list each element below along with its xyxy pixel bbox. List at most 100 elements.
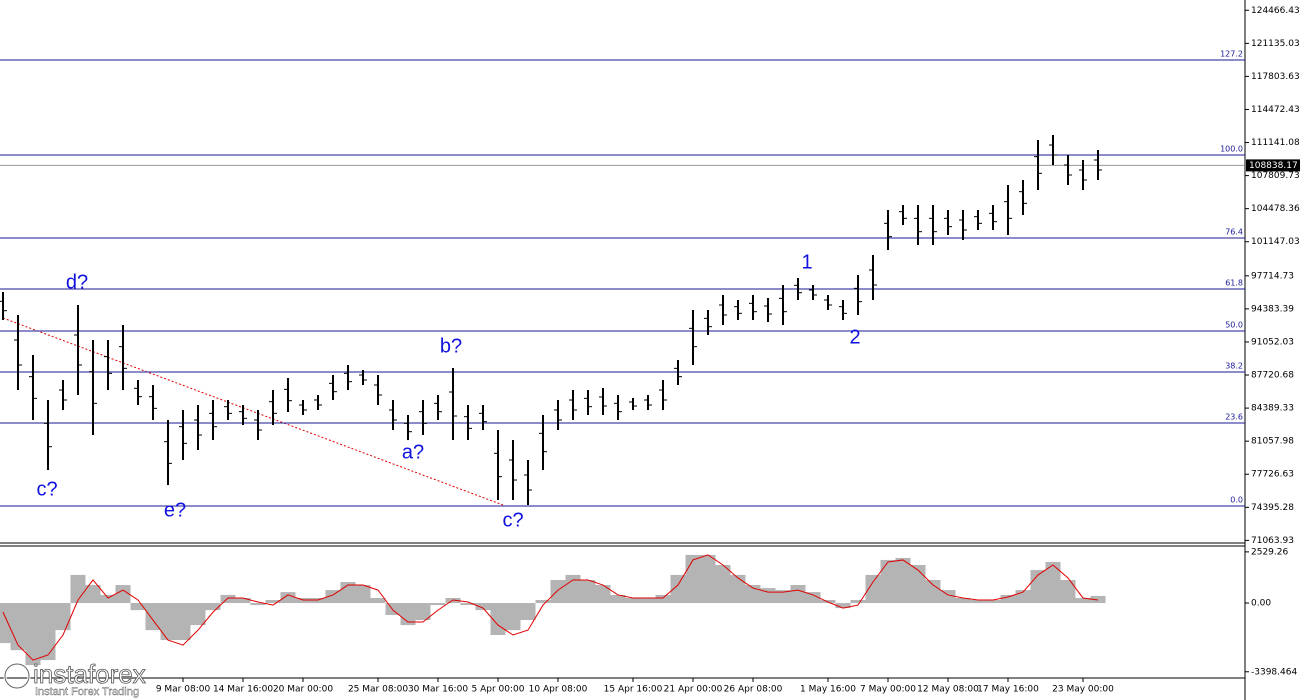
histogram-bar — [925, 579, 941, 604]
histogram-bar — [805, 592, 821, 604]
wave-label: 1 — [801, 251, 812, 273]
x-tick-label: 17 May 16:00 — [977, 685, 1039, 695]
histogram-bar — [835, 603, 851, 609]
histogram-bar — [625, 597, 641, 604]
histogram-bar — [475, 603, 491, 611]
y-tick-label: 124466.43 — [1251, 6, 1300, 16]
y-tick-label: 97714.73 — [1251, 271, 1294, 281]
histogram-bar — [685, 554, 701, 604]
histogram-bar — [865, 574, 881, 604]
histogram-bar — [250, 603, 266, 606]
y-tick-label: 84389.33 — [1251, 404, 1294, 414]
wave-label: 2 — [849, 326, 860, 348]
x-tick-label: 9 Mar 08:00 — [156, 685, 211, 695]
histogram-bar — [520, 603, 536, 621]
histogram-bar — [1075, 597, 1091, 604]
histogram-bar — [115, 585, 131, 604]
histogram-bar — [175, 603, 191, 641]
histogram-bar — [850, 600, 866, 604]
histogram-bar — [310, 597, 326, 604]
histogram-bar — [775, 590, 791, 604]
histogram-bar — [160, 603, 176, 641]
x-tick-label: 25 Mar 08:00 — [348, 685, 408, 695]
x-tick-label: 23 May 00:00 — [1052, 685, 1114, 695]
histogram-bar — [55, 603, 71, 631]
histogram-bar — [370, 597, 386, 604]
trend-line — [2, 317, 504, 506]
histogram-bar — [1090, 595, 1106, 604]
histogram-bar — [640, 597, 656, 604]
wave-label: a? — [402, 441, 424, 463]
brand-tagline: Instant Forex Trading — [35, 686, 139, 698]
fib-level-label: 127.2 — [1220, 49, 1243, 58]
histogram-bar — [1030, 570, 1046, 604]
histogram-bar — [70, 574, 86, 604]
fib-level-label: 50.0 — [1225, 321, 1243, 330]
x-tick-label: 20 Mar 00:00 — [273, 685, 333, 695]
last-price-label: 108838.17 — [1249, 161, 1298, 171]
histogram-bar — [505, 603, 521, 631]
fib-level-label: 0.0 — [1230, 496, 1243, 505]
histogram-bar — [895, 557, 911, 604]
histogram-bar — [145, 603, 161, 631]
x-tick-label: 14 Mar 16:00 — [213, 685, 273, 695]
histogram-bar — [655, 594, 671, 604]
x-tick-label: 26 Apr 08:00 — [724, 685, 783, 695]
histogram-bar — [130, 603, 146, 611]
histogram-bar — [100, 594, 116, 604]
histogram-bar — [715, 565, 731, 604]
histogram-bar — [1000, 594, 1016, 604]
histogram-bar — [565, 574, 581, 604]
histogram-bar — [25, 603, 41, 666]
histogram-bar — [880, 559, 896, 604]
histogram-bar — [415, 603, 431, 621]
y-tick-label: 91052.03 — [1251, 337, 1294, 347]
x-tick-label: 15 Apr 16:00 — [604, 685, 663, 695]
wave-label: d? — [66, 271, 88, 293]
histogram-bar — [40, 603, 56, 661]
y-tick-label: 111141.08 — [1251, 138, 1300, 148]
x-tick-label: 10 Apr 08:00 — [529, 685, 588, 695]
y-tick-label: 71063.93 — [1251, 536, 1294, 546]
wave-label: e? — [164, 499, 186, 521]
fib-level-label: 38.2 — [1225, 362, 1243, 371]
y-tick-label: 81057.98 — [1251, 437, 1294, 447]
y-tick-label: 2529.26 — [1251, 547, 1288, 557]
x-tick-label: 5 Apr 00:00 — [472, 685, 525, 695]
histogram-bar — [955, 597, 971, 604]
fib-level-label: 76.4 — [1225, 228, 1243, 237]
histogram-bar — [700, 554, 716, 604]
histogram-bar — [265, 600, 281, 604]
histogram-bar — [85, 585, 101, 604]
histogram-bar — [985, 600, 1001, 604]
fib-level-label: 61.8 — [1225, 279, 1243, 288]
histogram-bar — [550, 579, 566, 604]
y-tick-label: 101147.03 — [1251, 237, 1300, 247]
wave-label: b? — [440, 335, 462, 357]
histogram-bar — [355, 585, 371, 604]
y-tick-label: -3398.464 — [1251, 667, 1297, 677]
histogram-bar — [1045, 561, 1061, 604]
histogram-bar — [430, 603, 446, 606]
histogram-bar — [670, 574, 686, 604]
y-tick-label: 0.00 — [1251, 599, 1271, 609]
brand-logo: instaforex Instant Forex Trading — [3, 658, 146, 698]
fib-level-label: 23.6 — [1225, 413, 1243, 422]
histogram-bar — [580, 579, 596, 604]
fib-level-label: 100.0 — [1220, 145, 1243, 154]
y-tick-label: 121135.03 — [1251, 39, 1300, 49]
histogram-bar — [535, 600, 551, 604]
histogram-bar — [0, 603, 11, 644]
logo-icon — [4, 663, 30, 689]
histogram-bar — [205, 603, 221, 611]
histogram-bar — [220, 594, 236, 604]
last-price-box — [1246, 159, 1300, 172]
histogram-bar — [295, 597, 311, 604]
wave-label: c? — [502, 509, 523, 531]
histogram-bar — [325, 590, 341, 604]
brand-name: instaforex — [33, 659, 146, 689]
y-tick-label: 77726.63 — [1251, 470, 1294, 480]
x-tick-label: 1 May 16:00 — [800, 685, 856, 695]
y-tick-label: 94383.39 — [1251, 304, 1294, 314]
